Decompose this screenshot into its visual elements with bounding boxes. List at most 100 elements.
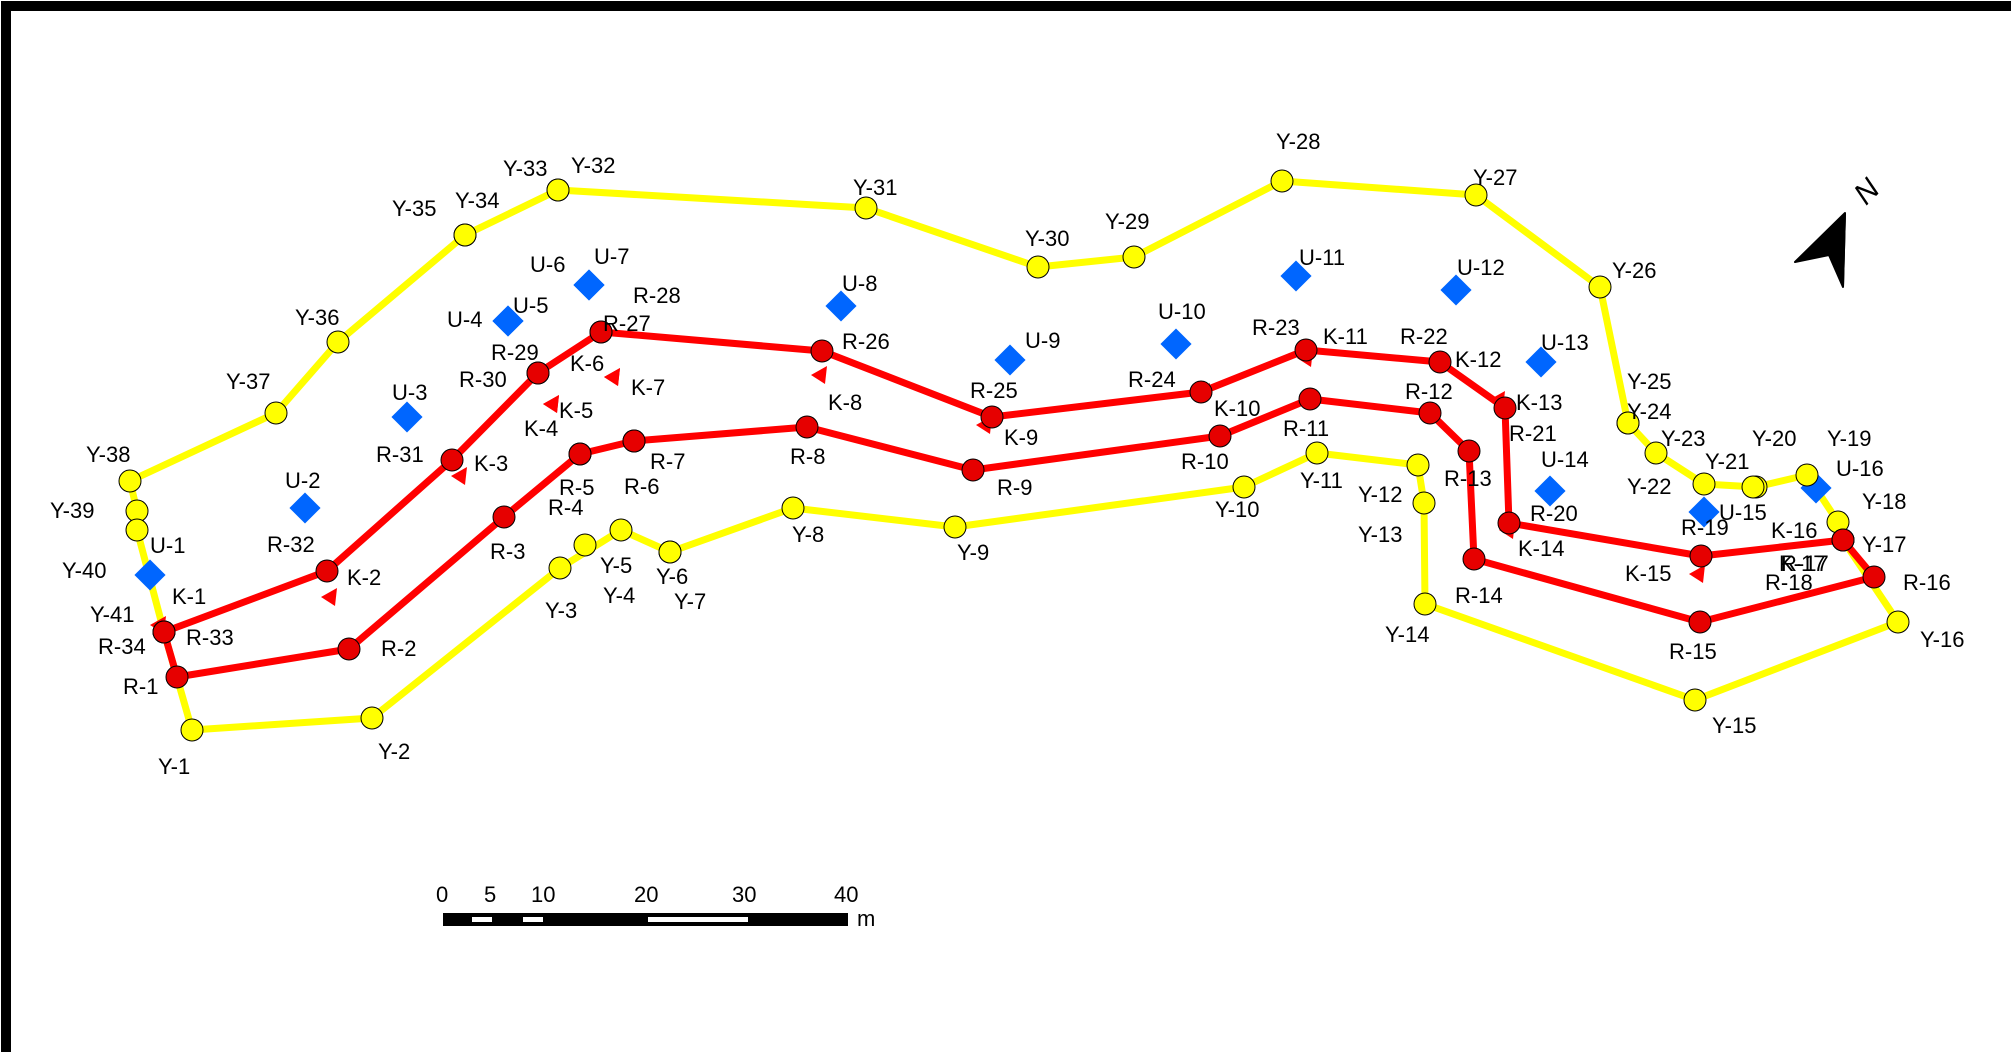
red-point-label: R-25 — [970, 378, 1018, 403]
yellow-survey-point — [1588, 275, 1612, 299]
yellow-point-label: Y-33 — [503, 156, 547, 181]
k-marker-label: K-2 — [347, 565, 381, 590]
u-marker-label: U-7 — [594, 244, 629, 269]
red-point-label: R-8 — [790, 444, 825, 469]
yellow-point-label: Y-37 — [226, 369, 270, 394]
yellow-survey-point — [781, 496, 805, 520]
scale-bar-white-segment — [648, 917, 748, 922]
u-marker-layer — [134, 260, 1832, 591]
u-marker-label: U-9 — [1025, 328, 1060, 353]
red-point-label: R-27 — [603, 311, 651, 336]
yellow-survey-point — [1232, 475, 1256, 499]
u-marker — [825, 290, 857, 322]
scale-tick-label: 30 — [732, 882, 756, 907]
yellow-point-label: Y-29 — [1105, 209, 1149, 234]
k-marker-label: K-7 — [631, 375, 665, 400]
red-survey-point — [1493, 396, 1517, 420]
red-point-label: R-33 — [186, 625, 234, 650]
red-point-layer — [152, 320, 1886, 689]
yellow-survey-point — [180, 718, 204, 742]
red-point-label: R-13 — [1444, 466, 1492, 491]
north-arrow-shaft — [1842, 212, 1846, 288]
k-marker — [604, 368, 620, 386]
u-marker — [573, 269, 605, 301]
red-point-label: R-22 — [1400, 324, 1448, 349]
k-marker — [321, 588, 337, 606]
yellow-point-label: Y-11 — [1300, 468, 1343, 493]
yellow-survey-point — [118, 469, 142, 493]
red-point-label: R-24 — [1128, 367, 1176, 392]
scale-bar-outline — [443, 913, 848, 926]
yellow-survey-point — [1795, 463, 1819, 487]
k-marker-label: K-13 — [1516, 390, 1562, 415]
yellow-point-label: Y-5 — [600, 553, 632, 578]
yellow-point-label: Y-28 — [1276, 129, 1320, 154]
label-layer: U-1 U-2 U-3 U-4 U-5 U-6 U-7 U-8 U-9 U-10 U-11 U-12 U… — [50, 129, 1964, 779]
u-marker-label: U-8 — [842, 271, 877, 296]
yellow-point-label: Y-14 — [1385, 622, 1429, 647]
yellow-point-label: Y-9 — [957, 540, 989, 565]
red-survey-point — [492, 505, 516, 529]
k-marker-label: K-16 — [1771, 518, 1817, 543]
red-point-label: R-23 — [1252, 315, 1300, 340]
yellow-point-label: Y-17 — [1862, 532, 1906, 557]
red-point-label: R-29 — [491, 340, 539, 365]
scale-bar: 0 5 10 20 30 40 m — [436, 882, 875, 931]
yellow-point-label: Y-23 — [1661, 426, 1705, 451]
yellow-point-label: Y-39 — [50, 498, 94, 523]
u-marker-label: U-2 — [285, 468, 320, 493]
u-marker-label: U-10 — [1158, 299, 1206, 324]
k-marker — [543, 395, 559, 413]
red-survey-point — [337, 637, 361, 661]
k-marker-label: K-15 — [1625, 561, 1671, 586]
red-survey-point — [1298, 387, 1322, 411]
yellow-point-label: Y-15 — [1712, 713, 1756, 738]
yellow-point-label: Y-16 — [1920, 627, 1964, 652]
k-marker — [811, 366, 827, 384]
yellow-point-label: Y-3 — [545, 598, 577, 623]
yellow-boundary-line — [126, 177, 1902, 734]
u-marker — [1160, 328, 1192, 360]
red-point-label: R-19 — [1681, 515, 1729, 540]
u-marker-label: U-13 — [1541, 330, 1589, 355]
red-point-label: R-26 — [842, 329, 890, 354]
yellow-point-label: Y-41 — [90, 602, 134, 627]
scale-tick-label: 40 — [834, 882, 858, 907]
yellow-point-label: Y-31 — [853, 175, 897, 200]
red-point-label: R-15 — [1669, 639, 1717, 664]
yellow-survey-point — [326, 330, 350, 354]
u-marker — [1525, 346, 1557, 378]
yellow-point-label: Y-10 — [1215, 497, 1259, 522]
red-point-label: R-32 — [267, 532, 315, 557]
red-point-label: R-4 — [548, 495, 583, 520]
red-point-label: R-6 — [624, 474, 659, 499]
yellow-point-label: Y-7 — [674, 589, 706, 614]
yellow-survey-point — [1406, 453, 1430, 477]
u-marker-label: U-4 — [447, 307, 482, 332]
red-point-label: R-7 — [650, 449, 685, 474]
u-marker-label: U-1 — [150, 533, 185, 558]
yellow-point-label: Y-34 — [455, 188, 499, 213]
scale-tick-label: 10 — [531, 882, 555, 907]
yellow-survey-point — [360, 706, 384, 730]
yellow-survey-point — [1616, 411, 1640, 435]
u-marker-label: U-14 — [1541, 447, 1589, 472]
k-marker-label: K-4 — [524, 416, 558, 441]
u-marker — [994, 344, 1026, 376]
yellow-survey-point — [1122, 245, 1146, 269]
red-survey-point — [568, 442, 592, 466]
red-survey-point — [440, 448, 464, 472]
yellow-point-label: Y-1 — [158, 754, 190, 779]
yellow-survey-point — [1741, 475, 1765, 499]
red-point-label: R-34 — [98, 634, 146, 659]
u-marker — [1280, 260, 1312, 292]
yellow-survey-point — [1644, 441, 1668, 465]
red-survey-point — [1831, 528, 1855, 552]
yellow-survey-point — [609, 518, 633, 542]
yellow-point-label: Y-13 — [1358, 522, 1402, 547]
yellow-survey-point — [1305, 441, 1329, 465]
red-survey-point — [1208, 424, 1232, 448]
